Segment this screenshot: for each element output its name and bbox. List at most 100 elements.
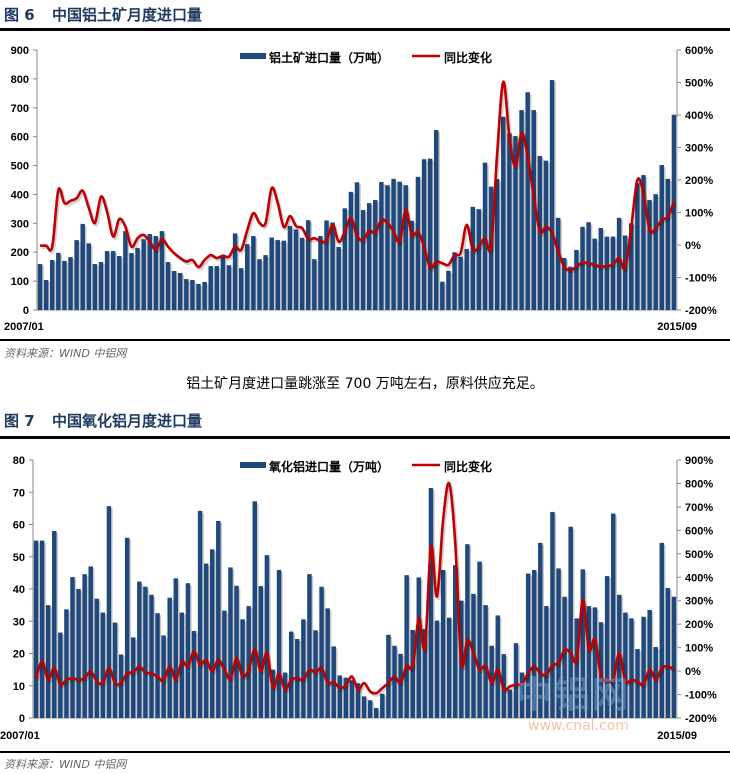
bar	[177, 273, 183, 310]
bar	[476, 209, 482, 310]
bar	[397, 181, 402, 310]
bar	[653, 194, 658, 310]
right-axis-tick-label: 500%	[685, 78, 713, 90]
legend-bar-swatch	[240, 462, 266, 468]
bar	[112, 622, 118, 718]
bar	[82, 574, 87, 718]
bar	[288, 631, 294, 718]
x-axis-label-start: 2007/01	[0, 730, 40, 742]
bar	[202, 281, 207, 310]
bar	[586, 222, 591, 310]
right-axis-tick-label: -100%	[685, 690, 717, 702]
bar	[232, 233, 238, 310]
bar	[171, 271, 177, 310]
yoy-line	[40, 80, 676, 272]
bar	[301, 619, 306, 718]
bar	[543, 160, 549, 310]
right-axis-tick-label: 900%	[685, 455, 713, 467]
bar	[495, 615, 501, 718]
bar	[610, 236, 616, 310]
bar	[422, 628, 428, 718]
left-axis-tick-label: 0	[19, 713, 25, 725]
bar	[507, 689, 513, 718]
figure-6-title-text: 中国铝土矿月度进口量	[52, 6, 203, 24]
left-axis-tick-label: 60	[13, 520, 25, 532]
bar	[446, 270, 451, 310]
watermark-url: www.cnal.com	[528, 718, 629, 734]
bar	[659, 542, 665, 718]
bar	[586, 606, 592, 718]
right-axis-tick-label: 400%	[685, 572, 713, 584]
bar	[385, 185, 390, 310]
bar	[222, 610, 227, 718]
right-axis-tick-label: 0%	[685, 666, 701, 678]
bar	[37, 264, 43, 310]
right-axis-tick-label: 600%	[685, 45, 713, 57]
bar	[549, 80, 555, 310]
bar	[319, 586, 324, 718]
bar	[282, 672, 288, 718]
bar	[234, 585, 239, 718]
bar	[361, 696, 367, 718]
bar	[403, 185, 409, 310]
chart-alumina-imports: 0 10 20 30 40 50 60 70 80 -200% -100% 0% 100% 200% 300…	[0, 455, 717, 742]
bar	[64, 609, 69, 718]
bar	[647, 199, 652, 310]
bar	[240, 619, 245, 718]
right-axis-tick-label: 100%	[685, 208, 713, 220]
bar	[373, 199, 378, 310]
bar	[342, 208, 348, 310]
bar	[635, 183, 640, 310]
bar	[287, 225, 293, 310]
bar	[446, 617, 452, 718]
bar	[118, 654, 124, 718]
bar	[325, 608, 330, 718]
bar	[671, 114, 677, 310]
bar	[104, 251, 110, 310]
bar	[665, 178, 671, 310]
bar	[330, 222, 335, 310]
bar	[214, 266, 220, 310]
bar	[56, 252, 61, 310]
bar	[433, 130, 439, 310]
x-axis-label-start: 2007/01	[4, 321, 44, 333]
left-axis-tick-label: 300	[11, 218, 29, 230]
bar	[149, 594, 154, 718]
bar	[45, 605, 51, 718]
bar	[465, 544, 470, 718]
bar	[482, 162, 488, 310]
source-divider	[0, 751, 730, 753]
left-axis-tick-label: 30	[13, 616, 25, 628]
bar	[343, 677, 349, 718]
bar	[410, 629, 415, 718]
bar	[525, 92, 530, 310]
bar	[220, 255, 226, 310]
legend-line-label: 同比变化	[444, 459, 492, 474]
bar	[635, 648, 640, 718]
figure-6-title: 图 6 中国铝土矿月度进口量	[4, 4, 202, 25]
bar	[270, 669, 276, 718]
bar	[185, 583, 191, 718]
figure-6-source: 资料来源：WIND 中铝网	[4, 347, 127, 360]
title-divider	[0, 436, 730, 439]
bar	[110, 251, 116, 310]
bar	[131, 637, 136, 718]
left-axis-tick-label: 100	[11, 276, 29, 288]
chart-bauxite-imports: 0 100 200 300 400 500 600 700 800 900 -200% -100% 0%…	[4, 45, 717, 333]
bar	[191, 630, 197, 718]
bar	[434, 620, 440, 718]
bar	[257, 259, 262, 310]
bar	[392, 645, 397, 718]
bar	[452, 252, 457, 310]
bar	[305, 220, 311, 310]
right-axis-tick-label: 200%	[685, 619, 713, 631]
yoy-line	[34, 481, 675, 695]
bar	[179, 612, 185, 718]
bar	[161, 635, 166, 718]
bar	[281, 240, 287, 310]
title-divider	[0, 28, 730, 31]
bar	[129, 253, 134, 310]
bar	[374, 708, 379, 718]
left-axis-tick-label: 40	[13, 584, 25, 596]
bar	[117, 255, 122, 310]
